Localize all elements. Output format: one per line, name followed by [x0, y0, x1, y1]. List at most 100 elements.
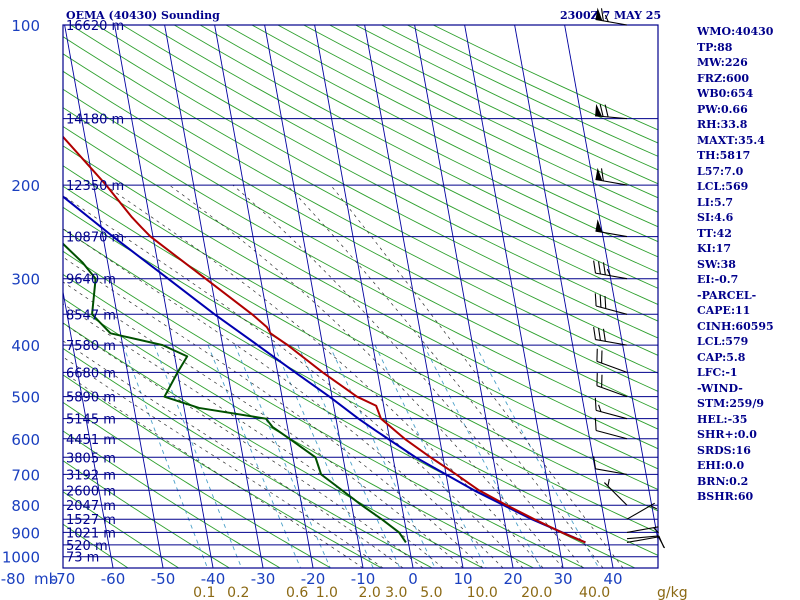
wind-barb [596, 373, 628, 398]
wind-barb-feather [602, 262, 606, 275]
index-item: TH:5817 [697, 149, 751, 162]
dewpoint-trace [63, 242, 407, 544]
wind-barb-staff [595, 429, 628, 440]
index-item: STM:259/9 [697, 397, 764, 410]
temperature-tick-label: -70 [51, 570, 76, 588]
index-item: SI:4.6 [697, 211, 734, 224]
isotherm-line [214, 25, 314, 568]
dry-adiabat [63, 401, 332, 568]
height-label: 10870 m [66, 231, 124, 246]
mixing-ratio-line [122, 344, 208, 568]
index-item: PW:0.66 [697, 102, 748, 116]
index-item: EI:-0.7 [697, 273, 739, 286]
pressure-label: 600 [11, 431, 40, 449]
mixing-ratio-line [423, 344, 542, 568]
index-item: TP:88 [697, 40, 733, 54]
mixing-ratio-label: 20.0 [521, 585, 552, 600]
isotherm-line [114, 25, 214, 568]
mixing-ratio-label: 1.0 [316, 585, 338, 600]
pressure-label: 900 [11, 524, 40, 542]
plot-frame [62, 24, 659, 569]
isotherm-line [63, 289, 114, 568]
dry-adiabat [63, 430, 281, 568]
temperature-tick-label: -20 [301, 570, 326, 588]
pressure-label: 300 [11, 271, 40, 289]
wind-barb [603, 478, 628, 506]
wind-barb-feather [594, 293, 597, 307]
mixing-ratio-label: 10.0 [467, 585, 498, 600]
wind-barb [626, 535, 665, 548]
wind-barb-feather [593, 260, 597, 274]
height-label: 3192 m [66, 468, 116, 483]
index-item: MAXT:35.4 [697, 133, 765, 147]
index-item: MW:226 [697, 56, 748, 69]
height-label: 1527 m [66, 513, 116, 528]
isotherm-line [364, 25, 464, 568]
dry-adiabat [63, 70, 658, 392]
dry-adiabat [63, 206, 658, 534]
wind-barb-pennant [595, 167, 603, 181]
wind-barb [595, 7, 628, 26]
mixing-ratio-label: 0.6 [286, 585, 308, 600]
pressure-label: 1000 [2, 549, 40, 567]
index-item: -WIND- [697, 381, 743, 395]
index-item: WMO:40430 [697, 25, 774, 38]
height-label: 5145 m [66, 413, 116, 428]
wind-barb-staff [595, 272, 628, 280]
wind-barb [626, 526, 659, 534]
height-label: 73 m [66, 551, 99, 566]
pressure-unit-label: mb [34, 570, 58, 588]
temperature-trace [63, 135, 586, 544]
moist-adiabat [232, 184, 584, 568]
wind-barb-staff [596, 360, 628, 373]
wind-barb-feather [593, 456, 597, 469]
wind-barb-feather [600, 168, 604, 181]
index-item: CAPE:11 [697, 304, 751, 317]
index-item: LCL:579 [697, 335, 749, 348]
index-item: BRN:0.2 [697, 474, 749, 488]
mixing-ratio-line [273, 344, 374, 568]
wind-barb [593, 326, 628, 346]
wind-barb-feather [606, 268, 611, 276]
moist-adiabat [63, 371, 364, 568]
mixing-ratio-label: 2.0 [359, 585, 381, 600]
height-label: 520 m [66, 539, 108, 554]
height-label: 1021 m [66, 526, 116, 541]
dry-adiabat [63, 165, 658, 491]
wind-barb-feather [599, 294, 602, 308]
moist-adiabat [169, 184, 564, 568]
height-label: 2047 m [66, 499, 116, 514]
isotherm-line [314, 25, 414, 568]
mixing-ratio-line [329, 344, 436, 568]
wind-barb-feather [650, 505, 658, 510]
isotherm-line [564, 25, 658, 543]
pressure-label: 500 [11, 389, 40, 407]
wind-barb [593, 260, 628, 280]
height-label: 9640 m [66, 273, 116, 288]
wind-barb-feather [594, 417, 597, 431]
isotherm-line [64, 25, 164, 568]
height-label: 12350 m [66, 179, 124, 194]
wind-barb-feather [604, 14, 609, 22]
pressure-label: 100 [11, 17, 40, 35]
mixing-ratio-label: 3.0 [385, 585, 407, 600]
pressure-label: 400 [11, 337, 40, 355]
wind-barb-feather [594, 397, 597, 411]
temperature-tick-label: -60 [101, 570, 126, 588]
isotherm-line [0, 25, 13, 568]
isotherm-line [514, 25, 614, 568]
wind-barb-pennant [595, 219, 603, 233]
index-item: -PARCEL- [697, 288, 757, 302]
wind-barb [594, 293, 628, 315]
temperature-tick-label: 40 [603, 570, 622, 588]
isotherm-line [164, 25, 264, 568]
index-item: CINH:60595 [697, 319, 774, 333]
index-item: KI:17 [697, 242, 732, 255]
dry-adiabat [63, 125, 658, 450]
index-item: LCL:569 [697, 180, 749, 193]
dry-adiabat [70, 25, 658, 339]
height-label: 3805 m [66, 451, 116, 466]
height-label: 4451 m [66, 433, 116, 448]
temperature-tick-label: 20 [503, 570, 522, 588]
dry-adiabat [63, 491, 179, 568]
